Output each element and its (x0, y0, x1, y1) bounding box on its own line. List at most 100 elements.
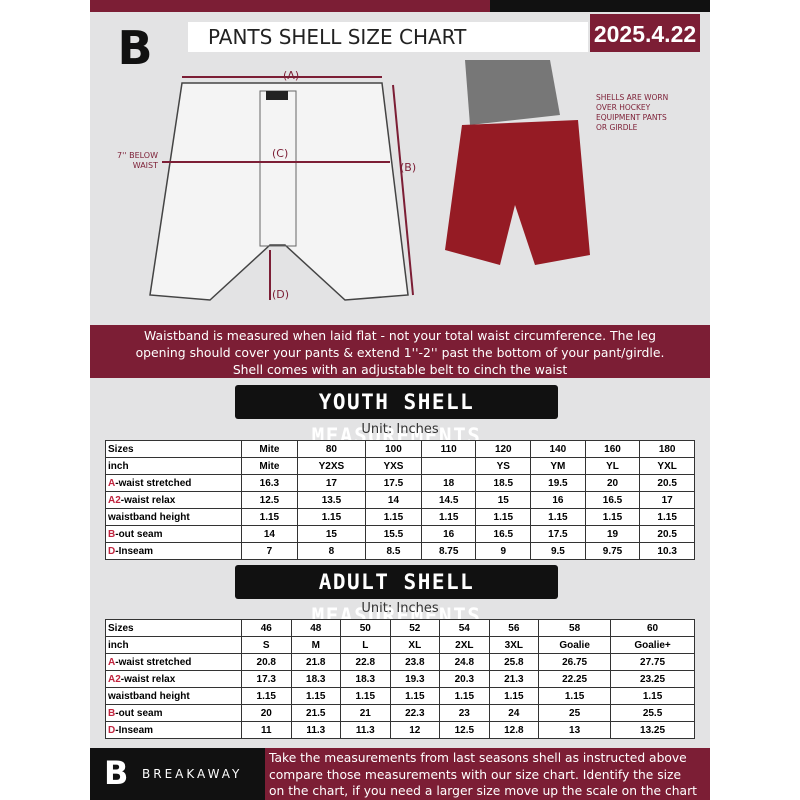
unit: Unit: Inches (361, 601, 439, 616)
row-label-text: -out seam (115, 528, 163, 540)
footer-line: Take the measurements from last seasons … (269, 751, 687, 765)
table-row: Sizes Mite 80 100 110 120 140 160 180 (105, 440, 695, 458)
table-row: D-Inseam 7 8 8.5 8.75 9 9.5 9.75 10.3 (105, 542, 695, 560)
table-cell: 12.5 (439, 721, 490, 739)
row-label: A2-waist relax (105, 670, 242, 688)
table-cell: 1.15 (296, 508, 367, 526)
table-cell: 3XL (488, 636, 540, 654)
photo-note: OVER HOCKEY (596, 103, 651, 112)
table-cell: 1.15 (420, 508, 477, 526)
banner-line: Shell comes with an adjustable belt to c… (232, 362, 568, 377)
table-cell: 160 (584, 440, 641, 458)
table-cell: 13 (538, 721, 612, 739)
table-row: inch S M L XL 2XL 3XL Goalie Goalie+ (105, 636, 695, 654)
table-cell: 100 (365, 440, 422, 458)
table-cell: 46 (241, 619, 292, 637)
row-label-text: -waist relax (120, 494, 176, 506)
table-cell: 60 (610, 619, 695, 637)
table-cell (420, 457, 477, 475)
row-label: A-waist stretched (105, 474, 242, 492)
table-cell: 15 (296, 525, 367, 543)
table-cell: 20.8 (241, 653, 292, 671)
table-cell: 19.3 (389, 670, 441, 688)
table-cell: 11 (241, 721, 292, 739)
row-label: B-out seam (105, 525, 242, 543)
row-label-text: -Inseam (115, 724, 154, 736)
table-cell: 21.3 (488, 670, 540, 688)
table-cell: 18 (420, 474, 477, 492)
logo: B (117, 21, 152, 75)
table-cell: Goalie (538, 636, 612, 654)
table-cell: 24.8 (439, 653, 490, 671)
unit: Unit: Inches (361, 422, 439, 437)
table-cell: 11.3 (290, 721, 342, 739)
table-cell: 17.3 (241, 670, 292, 688)
table-cell: 20 (241, 704, 292, 722)
table-row: B-out seam 20 21.5 21 22.3 23 24 25 25.5 (105, 704, 695, 722)
table-cell: 14 (241, 525, 298, 543)
table-cell: 15 (475, 491, 532, 509)
svg-text:B: B (117, 21, 152, 75)
table-cell: 13.25 (610, 721, 695, 739)
row-label: waistband height (105, 687, 242, 705)
row-label: B-out seam (105, 704, 242, 722)
row-key: D (108, 545, 116, 557)
photo-note: OR GIRDLE (596, 123, 638, 132)
table-cell: 16.5 (475, 525, 532, 543)
table-row: A-waist stretched 20.8 21.8 22.8 23.8 24.8 25.… (105, 653, 695, 671)
table-cell: 1.15 (439, 687, 490, 705)
row-label: A-waist stretched (105, 653, 242, 671)
row-key: A2 (108, 673, 121, 685)
photo-note: SHELLS ARE WORN (596, 93, 668, 102)
table-cell: 25.5 (610, 704, 695, 722)
table-cell: XL (389, 636, 441, 654)
table-cell: 17.5 (365, 474, 422, 492)
row-label: inch (105, 457, 242, 475)
label-b: (B) (400, 161, 416, 174)
section-title: YOUTH SHELL MEASUREMENTS (235, 385, 558, 448)
table-cell: 20.5 (639, 474, 695, 492)
row-label-text: -out seam (115, 707, 163, 719)
table-cell: 18.3 (340, 670, 391, 688)
label-a: (A) (283, 69, 299, 82)
table-cell: YXS (365, 457, 422, 475)
row-key: A2 (108, 494, 121, 506)
table-cell: 22.8 (340, 653, 391, 671)
table-cell: 180 (639, 440, 695, 458)
table-cell: 2XL (439, 636, 490, 654)
table-row: A-waist stretched 16.3 17 17.5 18 18.5 19.5 20 2… (105, 474, 695, 492)
table-cell: 1.15 (475, 508, 532, 526)
table-cell: 20.3 (439, 670, 490, 688)
table-cell: 16 (530, 491, 586, 509)
table-cell: 48 (290, 619, 342, 637)
table-cell: 17.5 (530, 525, 586, 543)
row-label: Sizes (105, 619, 242, 637)
table-cell: 12.5 (241, 491, 298, 509)
table-cell: M (290, 636, 342, 654)
row-label-text: waistband height (108, 511, 190, 523)
title: PANTS SHELL SIZE CHART (188, 22, 588, 52)
table-cell: 140 (530, 440, 586, 458)
table-cell: 20 (584, 474, 641, 492)
size-table: Sizes Mite 80 100 110 120 140 160 180 inch Mite Y2X… (105, 440, 695, 560)
banner-line: opening should cover your pants & extend… (135, 345, 665, 360)
banner: Waistband is measured when laid flat - n… (90, 325, 710, 378)
table-cell: L (340, 636, 391, 654)
table-cell: 23.8 (389, 653, 441, 671)
footer-brand: BREAKAWAY (142, 767, 243, 781)
date: 2025.4.22 (590, 14, 700, 52)
table-cell: 1.15 (241, 508, 298, 526)
table-cell: Mite (241, 440, 298, 458)
table-cell: Mite (241, 457, 298, 475)
row-label: D-Inseam (105, 542, 242, 560)
table-cell: 25.8 (488, 653, 540, 671)
row-key: A (108, 656, 116, 668)
row-label: waistband height (105, 508, 242, 526)
sheet: B PANTS SHELL SIZE CHART 2025.4.22 (A) (… (90, 0, 710, 800)
table-cell: 9 (475, 542, 532, 560)
table-cell: 16.5 (584, 491, 641, 509)
table-cell: 1.15 (365, 508, 422, 526)
row-label: A2-waist relax (105, 491, 242, 509)
table-row: waistband height 1.15 1.15 1.15 1.15 1.15 1.15… (105, 508, 695, 526)
